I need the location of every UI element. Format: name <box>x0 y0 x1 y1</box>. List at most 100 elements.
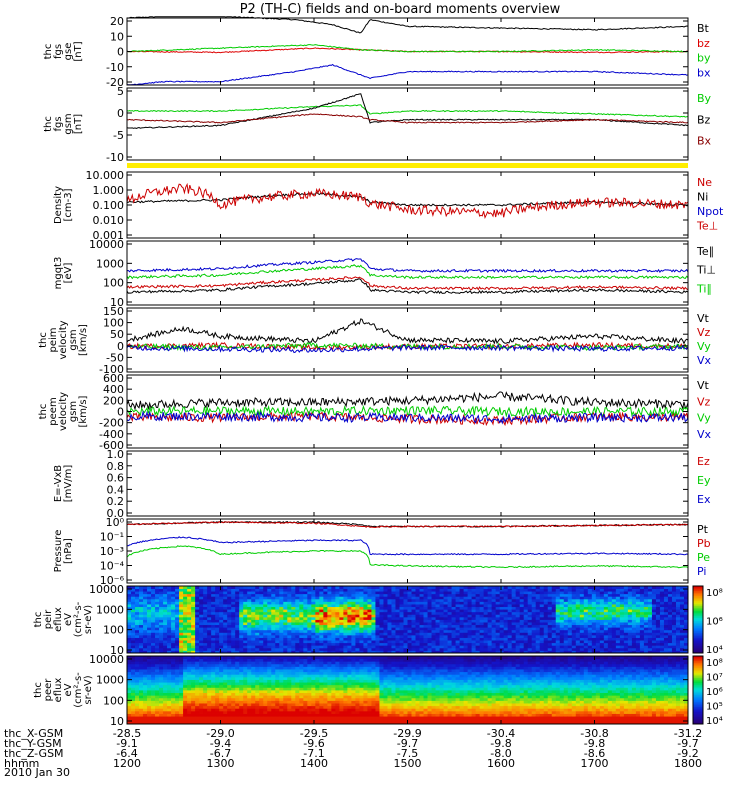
spectrogram-cell <box>599 616 605 620</box>
spectrogram-cell <box>471 634 477 638</box>
spectrogram-cell <box>279 650 284 654</box>
spectrogram-cell <box>483 637 489 641</box>
spectrogram-cell <box>279 611 284 615</box>
spectrogram-cell <box>383 611 388 615</box>
spectrogram-cell <box>435 614 440 618</box>
spectrogram-cell <box>179 619 184 623</box>
series-line-Ne <box>126 182 689 220</box>
spectrogram-cell <box>671 640 677 644</box>
spectrogram-cell <box>199 703 204 707</box>
spectrogram-cell <box>403 604 408 608</box>
spectrogram-cell <box>131 586 136 589</box>
spectrogram-cell <box>587 650 593 654</box>
spectrogram-cell <box>607 622 613 626</box>
spectrogram-cell <box>131 713 136 717</box>
series-line-Tk <box>126 278 689 295</box>
spectrogram-cell <box>399 586 404 589</box>
spectrogram-cell <box>243 616 248 620</box>
spectrogram-cell <box>223 606 228 610</box>
spectrogram-cell <box>663 611 669 615</box>
spectrogram-cell <box>379 598 384 602</box>
spectrogram-cell <box>191 606 196 610</box>
spectrogram-cell <box>203 656 208 660</box>
spectrogram-cell <box>567 647 573 651</box>
colorbar-swatch <box>693 606 703 609</box>
spectrogram-cell <box>239 634 244 638</box>
spectrogram-cell <box>303 606 308 610</box>
spectrogram-cell <box>207 598 212 602</box>
spectrogram-cell <box>411 645 416 649</box>
spectrogram-cell <box>279 598 284 602</box>
spectrogram-cell <box>263 661 268 665</box>
spectrogram-cell <box>179 611 184 615</box>
spectrogram-cell <box>183 611 188 615</box>
spectrogram-cell <box>431 601 436 605</box>
spectrogram-cell <box>159 586 164 589</box>
spectrogram-cell <box>191 609 196 613</box>
spectrogram-cell <box>391 596 396 600</box>
spectrogram-cell <box>211 713 216 717</box>
spectrogram-cell <box>503 629 509 633</box>
spectrogram-cell <box>407 634 412 638</box>
spectrogram-cell <box>531 627 537 631</box>
spectrogram-cell <box>359 650 364 654</box>
spectrogram-cell <box>391 601 396 605</box>
spectrogram-cell <box>575 591 581 595</box>
spectrogram-cell <box>131 640 136 644</box>
spectrogram-cell <box>515 588 521 592</box>
spectrogram-cell <box>531 619 537 623</box>
legend-Te∥: Te∥ <box>696 245 714 258</box>
spectrogram-cell <box>591 609 597 613</box>
spectrogram-cell <box>143 586 148 589</box>
spectrogram-cell <box>591 596 597 600</box>
spectrogram-cell <box>463 632 469 636</box>
spectrogram-cell <box>215 700 220 704</box>
spectrogram-cell <box>131 627 136 631</box>
spectrogram-cell <box>591 632 597 636</box>
spectrogram-cell <box>587 609 593 613</box>
spectrogram-cell <box>191 601 196 605</box>
spectrogram-cell <box>211 716 216 720</box>
spectrogram-cell <box>587 604 593 608</box>
spectrogram-cell <box>527 645 533 649</box>
spectrogram-cell <box>535 591 541 595</box>
spectrogram-cell <box>391 616 396 620</box>
spectrogram-cell <box>439 611 444 615</box>
spectrogram-cell <box>287 598 292 602</box>
spectrogram-cell <box>655 629 661 633</box>
colorbar-swatch <box>693 651 703 654</box>
spectrogram-cell <box>219 692 224 696</box>
spectrogram-cell <box>587 593 593 597</box>
spectrogram-cell <box>423 604 428 608</box>
spectrogram-cell <box>615 619 621 623</box>
spectrogram-cell <box>203 606 208 610</box>
spectrogram-cell <box>139 716 144 720</box>
spectrogram-cell <box>587 624 593 628</box>
spectrogram-cell <box>447 593 452 597</box>
y-tick-label: 0.100 <box>93 199 125 212</box>
spectrogram-cell <box>487 637 493 641</box>
y-tick-label: 1000 <box>96 603 124 616</box>
spectrogram-cell <box>267 593 272 597</box>
spectrogram-cell <box>247 705 252 709</box>
spectrogram-cell <box>551 637 557 641</box>
spectrogram-cell <box>251 634 256 638</box>
spectrogram-cell <box>235 645 240 649</box>
spectrogram-cell <box>619 627 625 631</box>
spectrogram-cell <box>603 593 609 597</box>
spectrogram-cell <box>455 627 460 631</box>
spectrogram-cell <box>615 601 621 605</box>
spectrogram-cell <box>347 640 352 644</box>
spectrogram-cell <box>607 616 613 620</box>
spectrogram-cell <box>443 622 448 626</box>
spectrogram-cell <box>499 627 505 631</box>
spectrogram-cell <box>199 614 204 618</box>
spectrogram-cell <box>195 611 200 615</box>
spectrogram-cell <box>167 598 172 602</box>
spectrogram-cell <box>483 588 489 592</box>
spectrogram-cell <box>159 604 164 608</box>
spectrogram-cell <box>251 647 256 651</box>
spectrogram-cell <box>247 611 252 615</box>
spectrogram-cell <box>495 606 501 610</box>
